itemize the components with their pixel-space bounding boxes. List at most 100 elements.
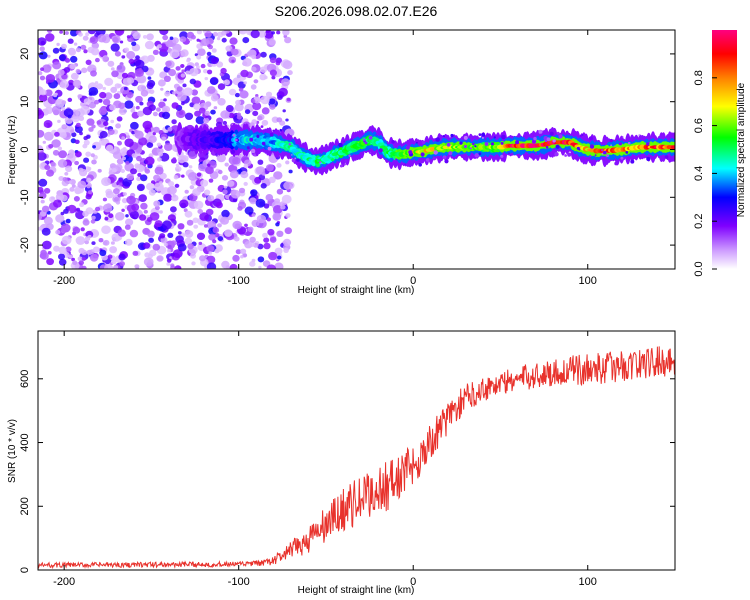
ridge-halo-dot [435, 137, 441, 142]
noise-speckle [198, 107, 206, 114]
noise-speckle [69, 255, 73, 259]
noise-speckle [143, 257, 154, 267]
noise-speckle [110, 43, 120, 52]
noise-speckle [65, 246, 72, 253]
x-tick-label: -100 [228, 275, 250, 287]
ridge-halo-dot [601, 149, 603, 152]
noise-speckle [257, 159, 264, 165]
noise-speckle [116, 64, 126, 73]
noise-speckle [47, 251, 52, 255]
noise-speckle [250, 84, 257, 90]
noise-speckle [140, 202, 148, 210]
ridge-halo-dot [343, 163, 346, 166]
noise-speckle [114, 30, 125, 36]
noise-speckle [75, 68, 81, 74]
noise-speckle [171, 37, 179, 44]
ridge-halo-dot [478, 152, 482, 155]
noise-speckle [152, 111, 158, 117]
noise-speckle [209, 77, 219, 85]
x-tick-label: 100 [579, 576, 597, 588]
noise-speckle [193, 224, 199, 229]
ridge-halo-dot [500, 154, 504, 158]
noise-speckle [104, 216, 109, 221]
noise-speckle [144, 40, 155, 50]
noise-speckle [149, 212, 160, 221]
noise-speckle [57, 146, 63, 151]
noise-speckle [154, 166, 164, 175]
ridge-halo-dot [484, 138, 487, 141]
noise-speckle [282, 109, 286, 113]
noise-speckle [50, 161, 56, 167]
noise-speckle [243, 163, 249, 169]
noise-speckle [73, 42, 78, 46]
noise-speckle [126, 91, 134, 99]
snr-y-ticks: 0 200 400 600 [19, 370, 675, 573]
noise-speckle [260, 66, 267, 73]
ridge-halo-dot [288, 143, 291, 146]
noise-speckle [114, 51, 121, 57]
ridge-halo-dot [464, 145, 467, 148]
ridge-halo-dot [589, 144, 595, 149]
noise-speckle [116, 116, 123, 122]
noise-speckle [161, 105, 171, 114]
noise-speckle [146, 33, 154, 41]
ridge-halo-dot [481, 136, 484, 139]
noise-speckle [113, 188, 120, 195]
colorbar-tick-label: 0.0 [693, 261, 705, 276]
noise-speckle [136, 176, 142, 182]
noise-speckle [130, 121, 139, 130]
noise-speckle [124, 138, 134, 147]
noise-speckle [78, 260, 85, 266]
noise-speckle [137, 110, 145, 117]
noise-speckle [38, 178, 48, 187]
noise-speckle [109, 246, 117, 254]
noise-speckle [55, 214, 65, 223]
noise-speckle [70, 129, 75, 134]
noise-speckle [134, 163, 140, 169]
noise-speckle [152, 49, 159, 55]
noise-speckle [266, 217, 271, 222]
noise-speckle [184, 210, 193, 218]
ridge-halo-dot [296, 158, 300, 162]
noise-speckle [232, 254, 240, 262]
noise-speckle [246, 51, 252, 57]
noise-speckle [82, 35, 89, 41]
ridge-halo-dot [508, 152, 510, 155]
noise-speckle [61, 106, 66, 111]
ridge-halo-dot [588, 136, 594, 141]
noise-speckle [121, 198, 128, 204]
ridge-halo-dot [554, 152, 559, 157]
noise-speckle [104, 92, 113, 100]
noise-speckle [107, 60, 115, 67]
noise-speckle [93, 246, 100, 253]
noise-speckle [143, 209, 148, 214]
noise-speckle [40, 252, 49, 260]
noise-speckle [163, 75, 171, 83]
noise-speckle [54, 131, 60, 137]
noise-speckle [71, 257, 75, 262]
noise-speckle [179, 199, 189, 208]
noise-speckle [57, 159, 68, 168]
noise-speckle [77, 94, 83, 99]
ridge-halo-dot [558, 134, 563, 139]
noise-speckle [180, 73, 186, 78]
ridge-halo-dot [564, 154, 567, 157]
noise-speckle [250, 98, 256, 104]
ridge-halo-dot [531, 139, 537, 144]
noise-speckle [82, 210, 89, 217]
noise-speckle [198, 241, 203, 245]
noise-speckle [287, 70, 293, 76]
noise-speckle [53, 245, 60, 252]
noise-speckle [271, 31, 275, 35]
noise-speckle [129, 210, 139, 220]
ridge-halo-dot [546, 137, 551, 142]
noise-speckle [53, 199, 62, 208]
noise-speckle [74, 139, 80, 144]
noise-speckle [216, 153, 226, 163]
noise-speckle [151, 180, 156, 185]
noise-speckle [171, 119, 177, 125]
noise-speckle [111, 168, 117, 173]
ridge-halo-dot [425, 158, 430, 162]
figure-title: S206.2026.098.02.07.E26 [275, 3, 438, 19]
noise-speckle [157, 157, 162, 162]
